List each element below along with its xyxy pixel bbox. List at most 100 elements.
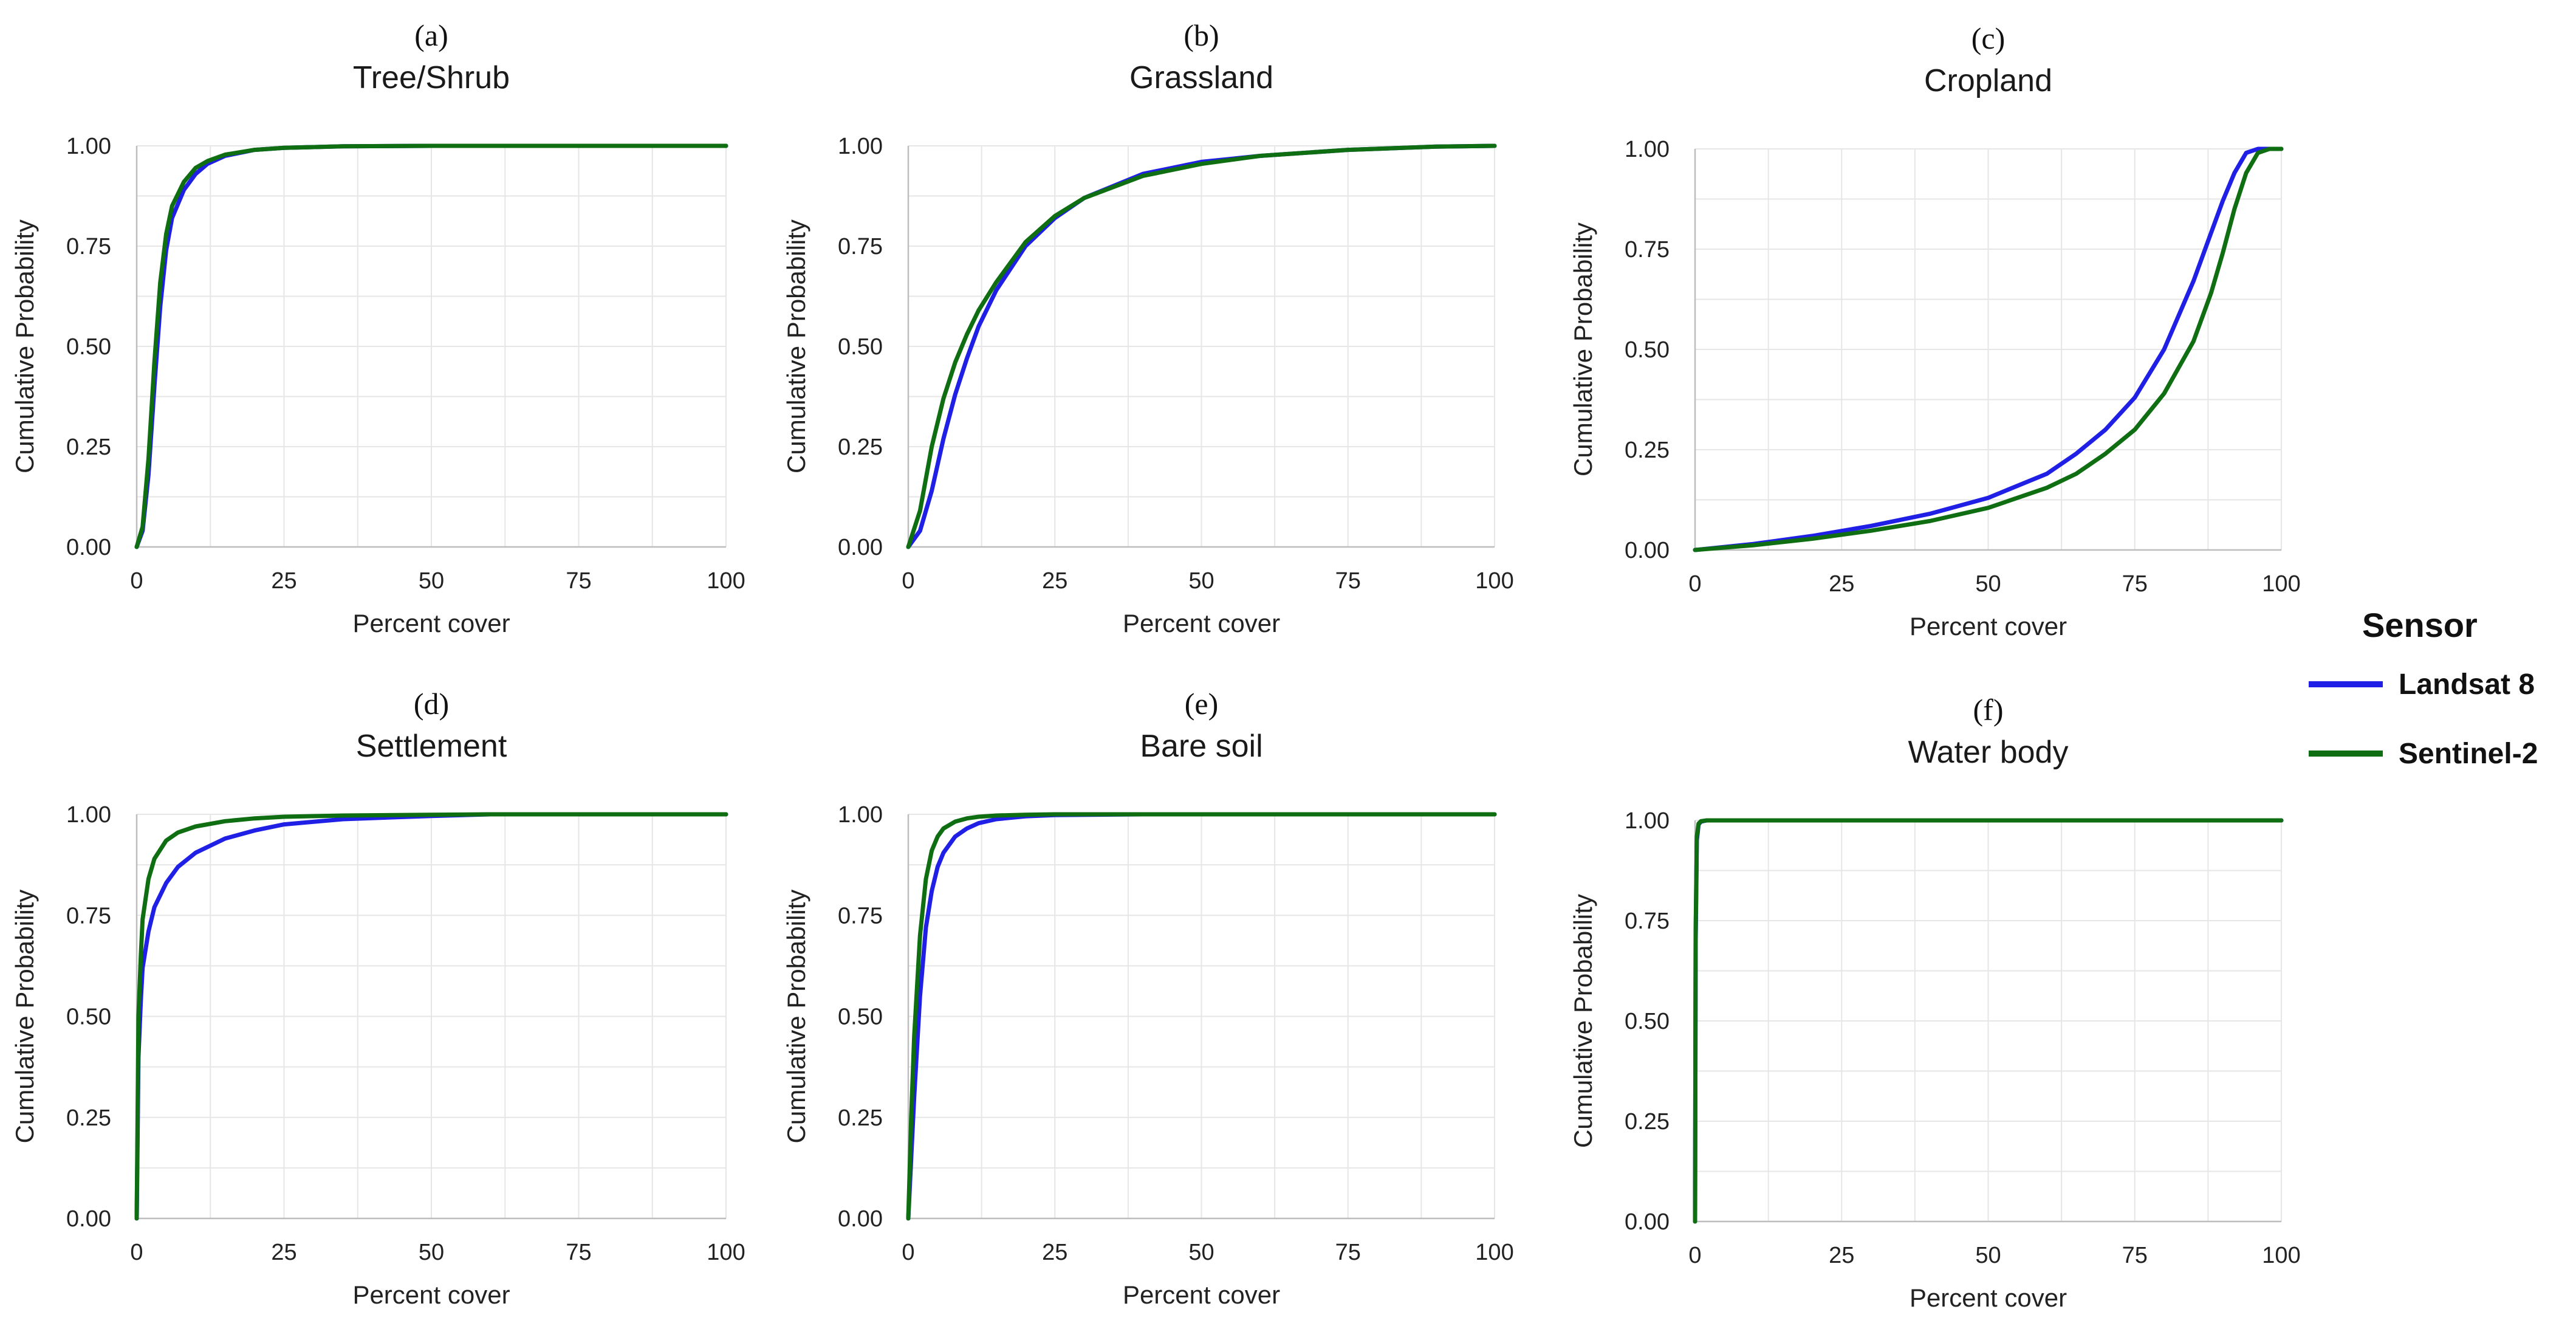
x-tick-label: 25 (1829, 571, 1854, 597)
legend-label-sentinel-2: Sentinel-2 (2399, 738, 2538, 770)
x-axis-label: Percent cover (1123, 609, 1280, 637)
x-tick-label: 100 (2262, 571, 2300, 597)
x-tick-label: 0 (902, 1240, 914, 1265)
y-tick-label: 0.50 (838, 1005, 883, 1030)
x-tick-label: 75 (1335, 1240, 1361, 1265)
x-tick-label: 25 (1042, 568, 1067, 594)
x-axis-label: Percent cover (1123, 1280, 1280, 1309)
y-tick-label: 1.00 (66, 134, 111, 159)
series-line-sentinel-2 (906, 143, 1497, 549)
y-tick-label: 0.00 (1625, 538, 1670, 563)
chart-panel-bare-soil: 0.00 0.25 0.50 0.75 1.00 0 25 50 75 100 Percent co… (782, 687, 1514, 1309)
panel-letter: (f) (1973, 693, 2004, 727)
x-tick-label: 100 (707, 568, 745, 594)
x-tick-label: 25 (1042, 1240, 1067, 1265)
y-tick-label: 1.00 (66, 802, 111, 828)
y-axis-label: Cumulative Probability (10, 890, 39, 1144)
y-tick-label: 0.75 (838, 234, 883, 259)
x-axis-label: Percent cover (1910, 1283, 2067, 1312)
y-tick-label: 0.25 (66, 435, 111, 460)
x-tick-label: 0 (1688, 1243, 1701, 1268)
legend: Sensor Landsat 8 Sentinel-2 (2309, 606, 2538, 770)
panel-title: Bare soil (1140, 729, 1262, 764)
panel-letter: (d) (414, 687, 449, 721)
y-tick-label: 1.00 (838, 802, 883, 828)
y-tick-label: 0.00 (66, 535, 111, 560)
x-tick-label: 75 (1335, 568, 1361, 594)
y-tick-label: 0.75 (1625, 237, 1670, 263)
y-tick-label: 0.50 (66, 334, 111, 360)
y-tick-label: 0.00 (838, 1206, 883, 1232)
series-line-sentinel-2 (134, 812, 728, 1221)
panel-title: Settlement (356, 729, 507, 764)
y-tick-label: 0.25 (66, 1105, 111, 1131)
panel-letter: (b) (1184, 18, 1219, 52)
panel-letter: (e) (1185, 687, 1219, 721)
x-tick-label: 0 (1688, 571, 1701, 597)
y-tick-label: 1.00 (1625, 808, 1670, 834)
x-tick-label: 50 (1188, 1240, 1214, 1265)
x-tick-label: 75 (2122, 1243, 2148, 1268)
x-tick-label: 75 (2122, 571, 2148, 597)
chart-panel-grassland: 0.00 0.25 0.50 0.75 1.00 0 25 50 75 100 Percent co… (782, 18, 1514, 637)
x-tick-label: 50 (419, 1240, 444, 1265)
y-tick-label: 0.50 (1625, 337, 1670, 363)
x-axis-label: Percent cover (352, 1280, 510, 1309)
x-tick-label: 50 (1975, 571, 2001, 597)
chart-panel-water-body: 0.00 0.25 0.50 0.75 1.00 0 25 50 75 100 Percent co… (1569, 693, 2301, 1312)
panel-title: Water body (1908, 735, 2069, 770)
y-tick-label: 0.75 (66, 234, 111, 259)
series-line-sentinel-2 (134, 143, 728, 549)
x-tick-label: 25 (271, 1240, 296, 1265)
chart-panels: 0.00 0.25 0.50 0.75 1.00 0 25 50 75 100 Percent co… (10, 18, 2301, 1312)
x-tick-label: 100 (1475, 1240, 1513, 1265)
x-tick-label: 25 (1829, 1243, 1854, 1268)
y-tick-label: 0.00 (66, 1206, 111, 1232)
y-tick-label: 0.25 (1625, 438, 1670, 463)
panel-title: Grassland (1129, 60, 1273, 95)
x-tick-label: 0 (902, 568, 914, 594)
series-line-sentinel-2 (906, 812, 1497, 1221)
panel-title: Tree/Shrub (353, 60, 510, 95)
y-tick-label: 0.50 (1625, 1009, 1670, 1034)
y-tick-label: 1.00 (838, 134, 883, 159)
y-tick-label: 0.75 (838, 903, 883, 929)
y-tick-label: 0.50 (66, 1005, 111, 1030)
chart-panel-settlement: 0.00 0.25 0.50 0.75 1.00 0 25 50 75 100 Percent co… (10, 687, 745, 1309)
y-tick-label: 0.75 (1625, 909, 1670, 934)
x-tick-label: 50 (1188, 568, 1214, 594)
x-tick-label: 50 (1975, 1243, 2001, 1268)
legend-title: Sensor (2362, 606, 2478, 644)
x-tick-label: 25 (271, 568, 296, 594)
y-tick-label: 1.00 (1625, 137, 1670, 162)
x-tick-label: 0 (130, 568, 143, 594)
chart-panel-tree-shrub: 0.00 0.25 0.50 0.75 1.00 0 25 50 75 100 Percent co… (10, 18, 745, 637)
y-tick-label: 0.00 (1625, 1209, 1670, 1235)
x-tick-label: 75 (566, 1240, 591, 1265)
panel-title: Cropland (1924, 63, 2052, 98)
x-tick-label: 100 (2262, 1243, 2300, 1268)
chart-panel-cropland: 0.00 0.25 0.50 0.75 1.00 0 25 50 75 100 Percent co… (1569, 21, 2301, 641)
x-tick-label: 100 (707, 1240, 745, 1265)
y-axis-label: Cumulative Probability (782, 219, 810, 473)
panel-letter: (a) (414, 18, 448, 52)
y-tick-label: 0.00 (838, 535, 883, 560)
x-tick-label: 75 (566, 568, 591, 594)
y-tick-label: 0.25 (838, 1105, 883, 1131)
x-tick-label: 0 (130, 1240, 143, 1265)
panel-letter: (c) (1971, 21, 2006, 55)
y-axis-label: Cumulative Probability (1569, 894, 1597, 1148)
series-line-sentinel-2 (1693, 818, 2284, 1224)
x-axis-label: Percent cover (352, 609, 510, 637)
series-line-landsat-8 (1693, 146, 2284, 552)
x-tick-label: 50 (419, 568, 444, 594)
y-tick-label: 0.25 (838, 435, 883, 460)
y-axis-label: Cumulative Probability (782, 890, 810, 1144)
series-line-sentinel-2 (1693, 146, 2284, 552)
y-tick-label: 0.25 (1625, 1109, 1670, 1135)
y-axis-label: Cumulative Probability (10, 219, 39, 473)
y-axis-label: Cumulative Probability (1569, 222, 1597, 476)
legend-label-landsat-8: Landsat 8 (2399, 668, 2535, 701)
x-axis-label: Percent cover (1910, 612, 2067, 641)
